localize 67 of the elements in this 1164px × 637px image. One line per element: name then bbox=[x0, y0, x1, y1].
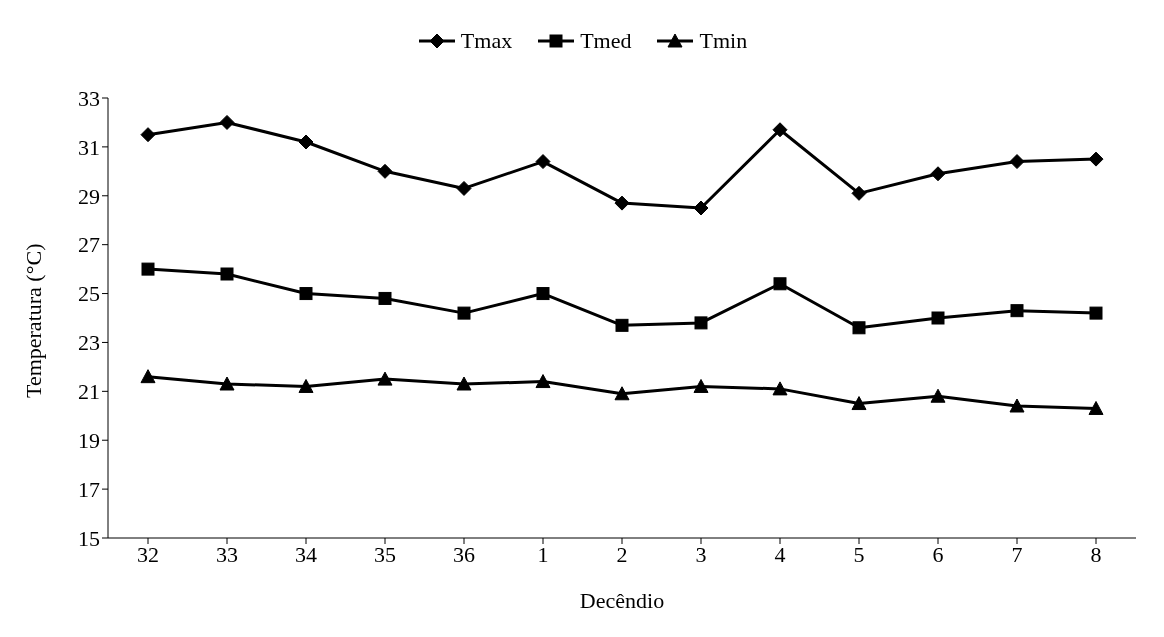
point bbox=[773, 277, 787, 291]
point bbox=[457, 306, 471, 320]
point bbox=[930, 166, 946, 182]
x-tick-label: 5 bbox=[853, 541, 865, 567]
y-tick-label: 25 bbox=[78, 281, 100, 307]
point bbox=[693, 200, 709, 216]
point bbox=[140, 127, 156, 143]
x-tick-label: 3 bbox=[695, 541, 707, 567]
point bbox=[772, 122, 788, 138]
x-tick-label: 7 bbox=[1011, 541, 1023, 567]
x-tick-label: 32 bbox=[137, 541, 159, 567]
point bbox=[1089, 306, 1103, 320]
point bbox=[693, 378, 709, 393]
point bbox=[536, 287, 550, 301]
point bbox=[456, 180, 472, 196]
legend-label: Tmin bbox=[699, 28, 748, 54]
y-tick-label: 31 bbox=[78, 134, 100, 160]
point bbox=[456, 376, 472, 391]
y-tick-label: 33 bbox=[78, 85, 100, 111]
y-tick-label: 17 bbox=[78, 476, 100, 502]
legend-label: Tmed bbox=[580, 28, 632, 54]
y-tick-label: 27 bbox=[78, 232, 100, 258]
point bbox=[615, 318, 629, 332]
point bbox=[377, 371, 393, 386]
x-tick-label: 2 bbox=[616, 541, 628, 567]
x-tick-label: 33 bbox=[216, 541, 238, 567]
point bbox=[1088, 400, 1104, 415]
point bbox=[1088, 151, 1104, 167]
x-tick-label: 6 bbox=[932, 541, 944, 567]
point bbox=[852, 321, 866, 335]
point bbox=[377, 163, 393, 179]
x-tick-label: 34 bbox=[295, 541, 317, 567]
point bbox=[140, 369, 156, 384]
point bbox=[851, 396, 867, 411]
point bbox=[1009, 398, 1025, 413]
x-tick-label: 1 bbox=[537, 541, 549, 567]
point bbox=[851, 185, 867, 201]
point bbox=[1010, 304, 1024, 318]
point bbox=[220, 267, 234, 281]
x-tick-label: 4 bbox=[774, 541, 786, 567]
point bbox=[141, 262, 155, 276]
x-axis-title: Decêndio bbox=[579, 588, 665, 613]
y-tick-label: 29 bbox=[78, 183, 100, 209]
y-tick-label: 15 bbox=[78, 525, 100, 551]
y-tick-label: 21 bbox=[78, 379, 100, 405]
y-axis-title: Temperatura (°C) bbox=[20, 243, 46, 398]
x-tick-label: 8 bbox=[1090, 541, 1102, 567]
point bbox=[614, 386, 630, 401]
x-tick-label: 35 bbox=[374, 541, 396, 567]
point bbox=[535, 374, 551, 389]
point bbox=[298, 378, 314, 393]
point bbox=[931, 311, 945, 325]
point bbox=[298, 134, 314, 150]
point bbox=[378, 291, 392, 305]
point bbox=[219, 376, 235, 391]
y-tick-label: 23 bbox=[78, 330, 100, 356]
y-tick-label: 19 bbox=[78, 428, 100, 454]
point bbox=[772, 381, 788, 396]
legend-label: Tmax bbox=[460, 28, 513, 54]
point bbox=[930, 388, 946, 403]
x-tick-label: 36 bbox=[453, 541, 475, 567]
point bbox=[535, 154, 551, 170]
point bbox=[614, 195, 630, 211]
point bbox=[299, 287, 313, 301]
point bbox=[219, 114, 235, 130]
point bbox=[694, 316, 708, 330]
point bbox=[1009, 154, 1025, 170]
